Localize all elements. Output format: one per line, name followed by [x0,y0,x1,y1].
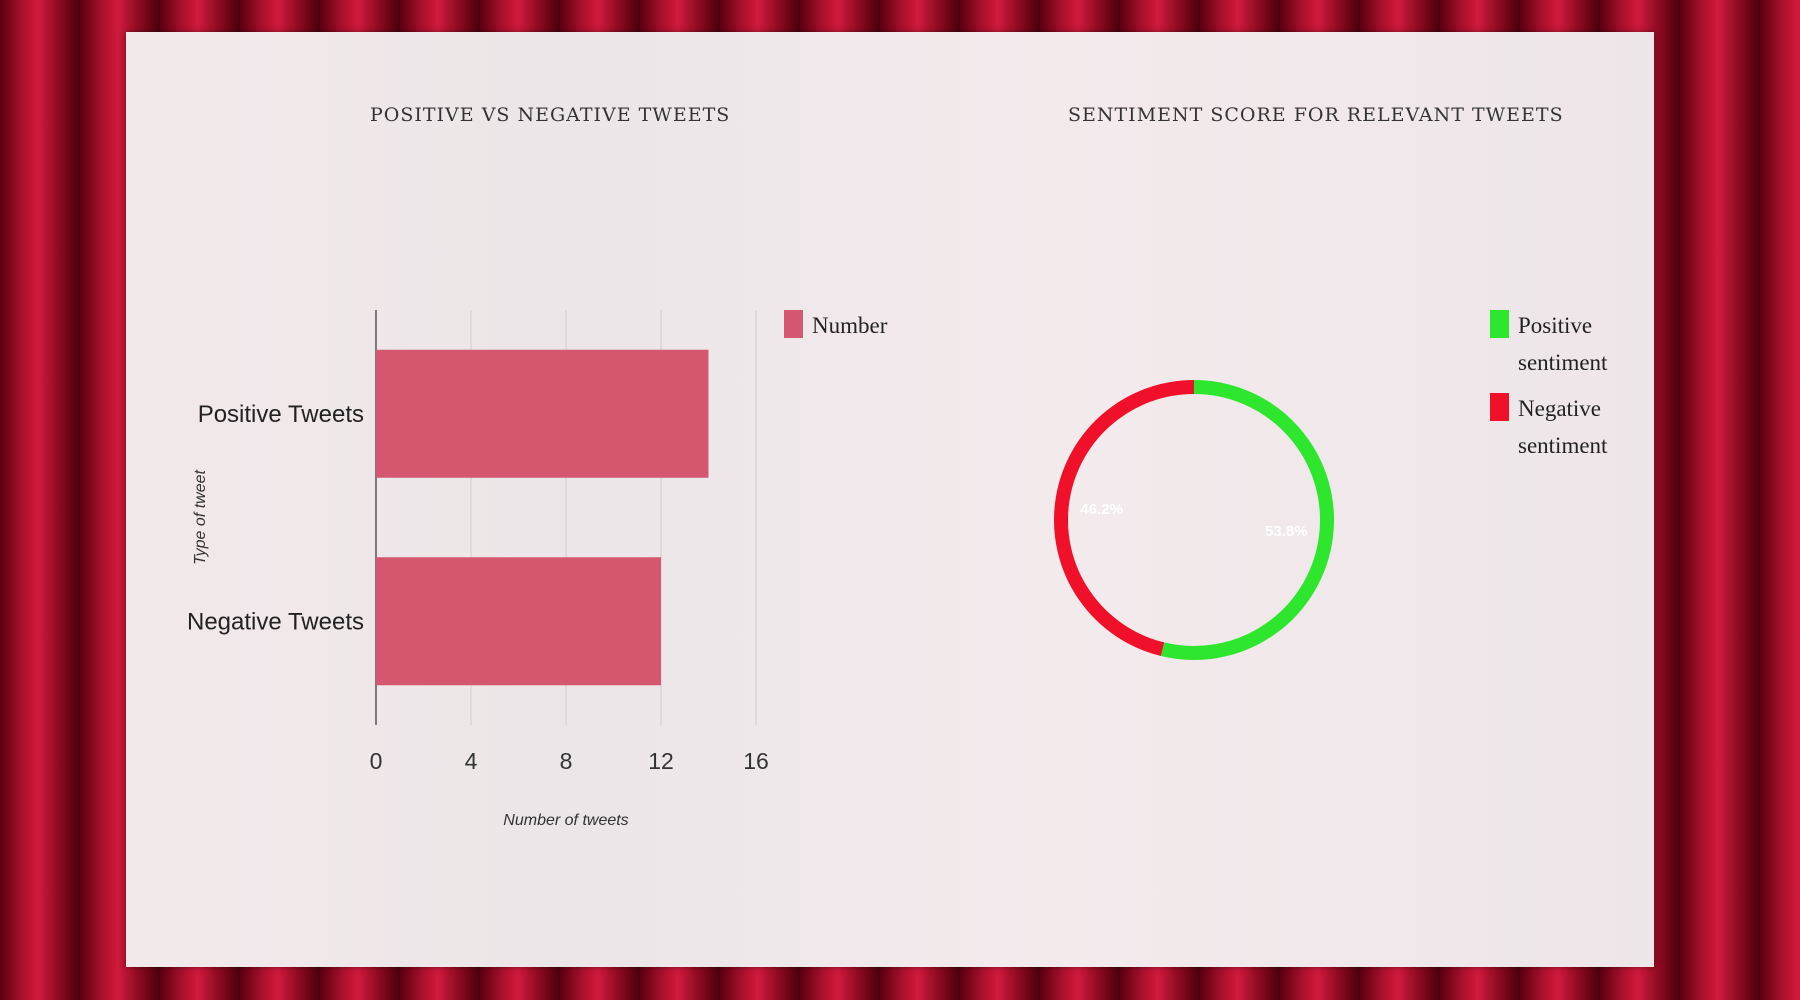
legend-label: Number [812,313,888,338]
y-axis-title: Type of tweet [192,470,209,565]
donut-chart-title: Sentiment score for relevant tweets [1068,104,1564,126]
x-tick-label: 16 [743,748,769,774]
slice-value-label: 46.2% [1080,501,1123,518]
bar-chart: 0 4 8 12 16 Positive Tweets Negative Tweets Num… [156,262,916,867]
bar [376,349,709,478]
x-tick-label: 0 [370,748,383,774]
legend-swatch [1490,393,1509,421]
x-axis-title: Number of tweets [503,812,628,829]
slice-value-label: 53.8% [1265,523,1308,540]
legend-label: Positive sentiment [1518,313,1608,375]
bar-chart-title: Positive vs Negative Tweets [370,104,731,126]
donut-slice [1160,380,1334,660]
category-label: Positive Tweets [198,401,364,428]
donut-chart: 53.8% 46.2% Positive sentiment Negative senti… [1016,262,1616,767]
legend-label: Negative sentiment [1518,396,1608,458]
bar-chart-svg: 0 4 8 12 16 Positive Tweets Negative Tweets Num… [187,310,888,829]
category-label: Negative Tweets [187,608,364,635]
donut-slice [1054,380,1195,657]
x-tick-label: 12 [648,748,674,774]
legend-swatch [1490,310,1509,338]
legend-swatch [784,310,803,338]
donut-chart-svg: 53.8% 46.2% Positive sentiment Negative senti… [1054,310,1608,660]
x-tick-label: 8 [560,748,573,774]
x-tick-label: 4 [465,748,478,774]
bar [376,557,661,686]
dashboard-panel: Positive vs Negative Tweets Sentiment sc… [126,32,1654,967]
